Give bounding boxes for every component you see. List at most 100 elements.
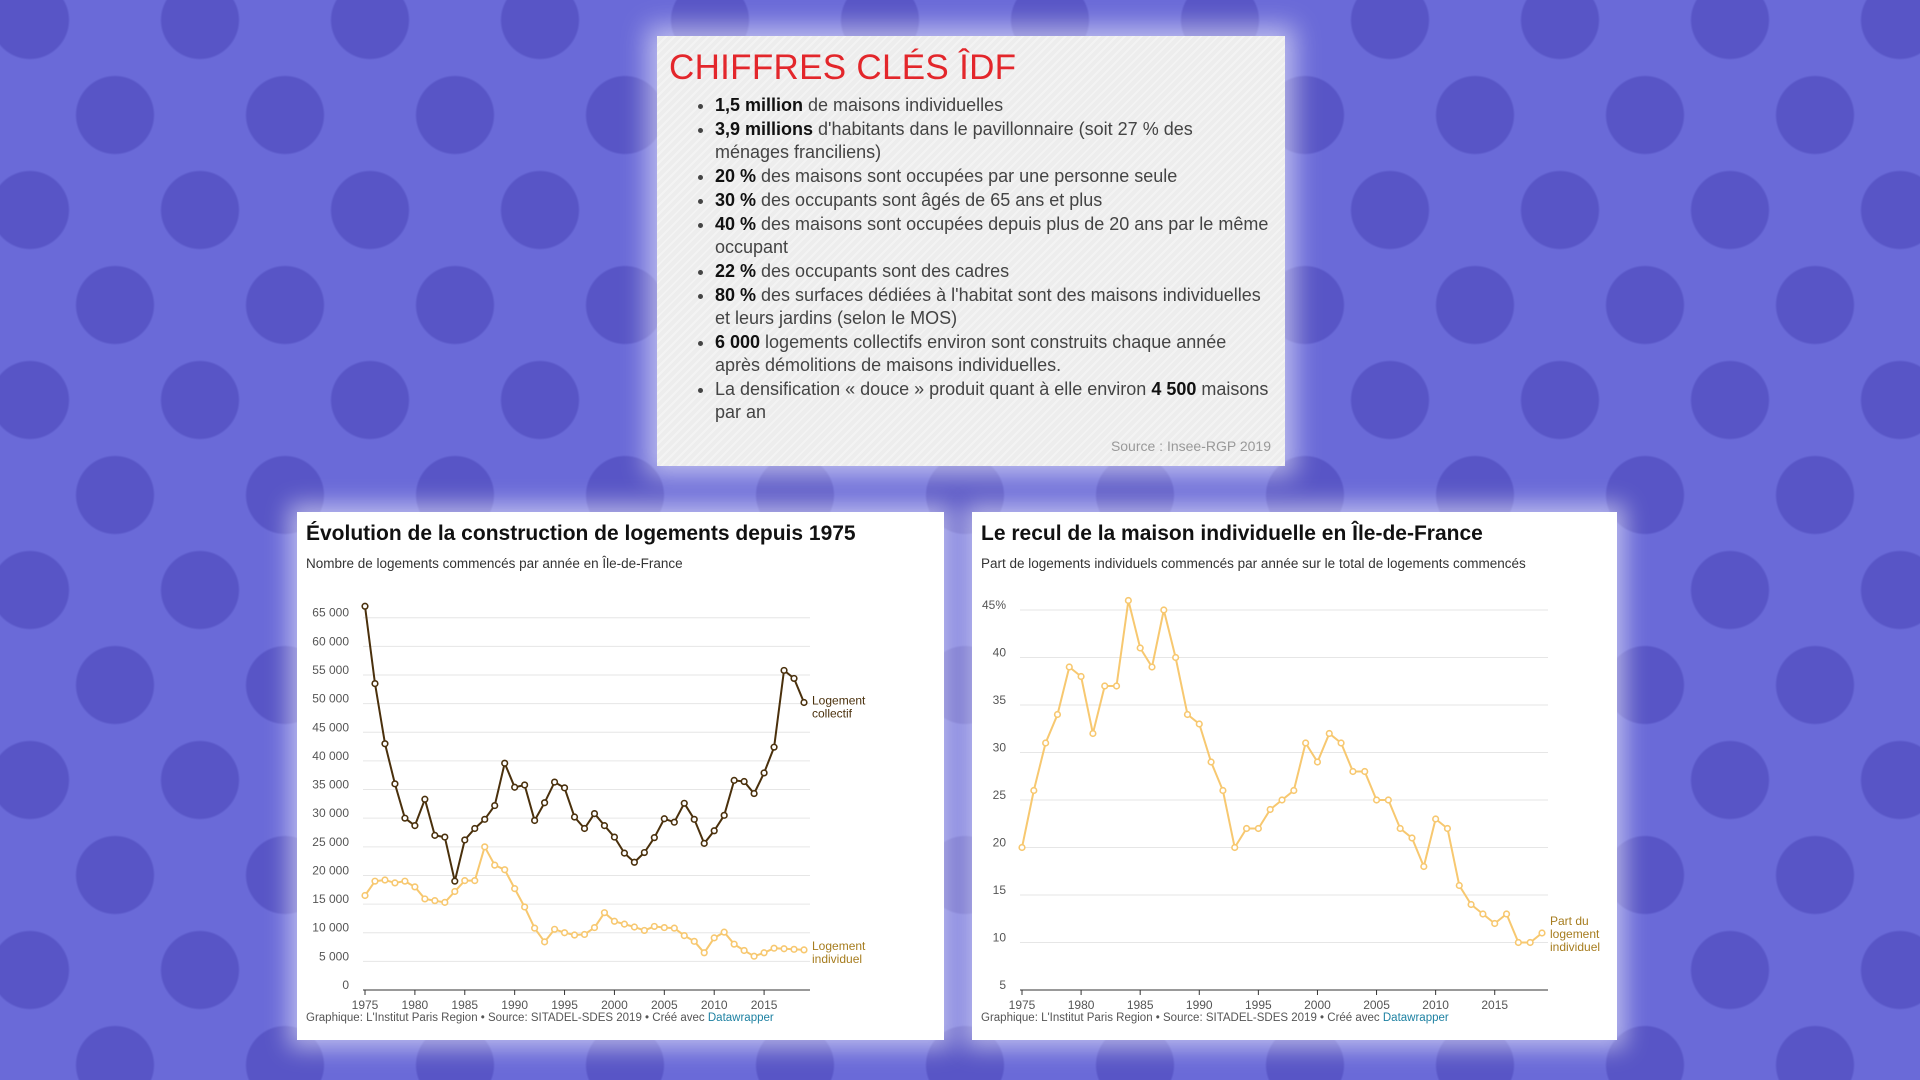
data-point xyxy=(1231,843,1239,852)
y-tick-label: 45 000 xyxy=(312,720,349,734)
data-point xyxy=(650,834,658,842)
data-point xyxy=(620,849,629,857)
data-point xyxy=(770,743,778,751)
data-point xyxy=(521,903,529,911)
data-point xyxy=(790,945,798,953)
data-point xyxy=(1408,834,1416,842)
key-figures-box: CHIFFRES CLÉS ÎDF 1,5 million de maisons… xyxy=(657,36,1285,466)
data-point xyxy=(1242,824,1251,833)
data-point xyxy=(391,879,399,887)
key-figure-tail: maisons par an xyxy=(715,379,1269,422)
data-point xyxy=(1491,919,1499,928)
key-figure-text: des surfaces dédiées à l'habitat sont de… xyxy=(715,285,1261,328)
data-point xyxy=(1278,796,1286,804)
data-point xyxy=(531,816,539,825)
key-figure-item: 30 % des occupants sont âgés de 65 ans e… xyxy=(715,189,1269,212)
data-point xyxy=(640,926,648,935)
data-point xyxy=(570,813,579,821)
data-point xyxy=(680,799,688,807)
key-figure-text: logements collectifs environ sont constr… xyxy=(715,332,1227,375)
data-point xyxy=(501,759,509,767)
x-tick-label: 1975 xyxy=(352,998,379,1012)
data-point xyxy=(1136,644,1144,652)
key-figure-item: 6 000 logements collectifs environ sont … xyxy=(715,331,1269,377)
data-point xyxy=(600,822,609,830)
data-point xyxy=(471,824,479,833)
data-point xyxy=(740,946,748,955)
x-tick-label: 2010 xyxy=(1422,998,1449,1012)
data-point xyxy=(531,924,539,932)
x-tick-label: 1975 xyxy=(1009,998,1036,1012)
key-figures-title: CHIFFRES CLÉS ÎDF xyxy=(669,48,1017,87)
data-point xyxy=(550,925,559,933)
x-tick-label: 2015 xyxy=(1481,998,1508,1012)
key-figure-bold: 3,9 millions xyxy=(715,119,814,139)
data-point xyxy=(630,858,638,866)
key-figure-text: des maisons sont occupées par une person… xyxy=(756,166,1178,186)
x-tick-label: 1995 xyxy=(1245,998,1272,1012)
y-tick-label: 25 xyxy=(993,788,1007,802)
key-figure-text: des occupants sont âgés de 65 ans et plu… xyxy=(756,190,1103,210)
key-figures-list: 1,5 million de maisons individuelles3,9 … xyxy=(669,94,1269,424)
y-tick-label: 5 000 xyxy=(319,949,349,963)
data-point xyxy=(381,876,389,884)
data-point xyxy=(1479,910,1487,918)
data-point xyxy=(361,891,369,900)
data-point xyxy=(1018,843,1026,852)
y-tick-label: 60 000 xyxy=(312,634,349,648)
data-point xyxy=(391,780,399,788)
data-point xyxy=(441,898,449,906)
key-figure-text: La densification « douce » produit quant… xyxy=(715,379,1152,399)
data-point xyxy=(371,877,379,885)
data-point xyxy=(1372,796,1381,804)
key-figure-bold: 20 % xyxy=(715,166,757,186)
data-point xyxy=(481,843,489,851)
data-point xyxy=(1112,682,1121,690)
data-point xyxy=(521,781,529,789)
data-point xyxy=(1089,729,1097,738)
data-point xyxy=(1361,767,1369,776)
data-point xyxy=(1325,729,1333,738)
data-point xyxy=(1266,805,1274,814)
data-point xyxy=(720,811,728,819)
y-tick-label: 15 xyxy=(993,883,1007,897)
y-tick-label: 5 xyxy=(999,978,1006,992)
data-point xyxy=(411,883,419,891)
data-point xyxy=(1172,653,1180,662)
data-point xyxy=(1148,663,1156,671)
data-point xyxy=(1455,881,1463,890)
data-point xyxy=(1420,862,1428,871)
data-point xyxy=(421,895,429,903)
key-figure-item: 22 % des occupants sont des cadres xyxy=(715,260,1269,283)
chart-subtitle: Part de logements individuels commencés … xyxy=(981,556,1526,571)
data-point xyxy=(690,937,698,945)
chart-footer: Graphique: L'Institut Paris Region • Sou… xyxy=(306,1012,774,1024)
data-point xyxy=(590,923,599,932)
datawrapper-link[interactable]: Datawrapper xyxy=(1382,1012,1449,1024)
data-point xyxy=(1302,739,1310,747)
data-point xyxy=(451,887,459,896)
chart-title: Évolution de la construction de logement… xyxy=(306,522,856,545)
data-point xyxy=(580,930,589,939)
y-tick-label: 15 000 xyxy=(312,892,349,906)
chart-panel-construction: Évolution de la construction de logement… xyxy=(297,512,944,1040)
data-point xyxy=(511,783,519,791)
data-point xyxy=(780,945,788,953)
data-point xyxy=(750,952,758,960)
datawrapper-link[interactable]: Datawrapper xyxy=(707,1012,774,1024)
key-figure-item: 40 % des maisons sont occupées depuis pl… xyxy=(715,213,1269,259)
y-tick-label: 45% xyxy=(982,598,1006,612)
data-point xyxy=(570,931,579,939)
data-point xyxy=(501,866,509,874)
y-tick-label: 35 000 xyxy=(312,778,349,792)
x-tick-label: 2000 xyxy=(601,998,628,1012)
data-point xyxy=(780,666,788,675)
key-figure-bold: 1,5 million xyxy=(715,95,804,115)
data-point xyxy=(1443,824,1452,833)
data-point xyxy=(730,940,738,948)
data-point xyxy=(550,778,559,786)
data-point xyxy=(720,928,728,936)
x-tick-label: 2010 xyxy=(701,998,728,1012)
y-tick-label: 30 xyxy=(993,741,1007,755)
x-tick-label: 1990 xyxy=(1186,998,1213,1012)
